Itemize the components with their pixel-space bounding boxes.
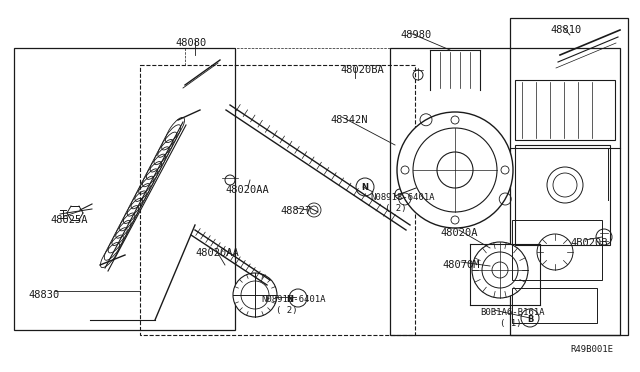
Text: 48020AA: 48020AA [195, 248, 239, 258]
Text: 48020AA: 48020AA [225, 185, 269, 195]
Bar [140, 65, 415, 335]
Bar [390, 48, 620, 335]
Text: N08918-6401A: N08918-6401A [370, 193, 435, 202]
Text: N08918-6401A: N08918-6401A [261, 295, 326, 304]
Bar [510, 18, 628, 335]
Text: R49B001E: R49B001E [570, 345, 613, 354]
Circle shape [233, 273, 277, 317]
Circle shape [472, 242, 528, 298]
Text: 48020BA: 48020BA [340, 65, 384, 75]
Text: 48070M: 48070M [442, 260, 479, 270]
Bar [512, 220, 602, 280]
Text: B: B [527, 314, 533, 324]
Circle shape [397, 112, 513, 228]
Text: 48980: 48980 [400, 30, 431, 40]
Bar [515, 145, 610, 245]
Text: 48020A: 48020A [440, 228, 477, 238]
Bar [512, 288, 597, 323]
Text: 48830: 48830 [28, 290, 60, 300]
Text: ( 1): ( 1) [500, 319, 522, 328]
Text: 48810: 48810 [550, 25, 581, 35]
Bar [14, 48, 235, 330]
Text: 4B020B: 4B020B [570, 238, 607, 248]
Text: B0B1A6-B161A: B0B1A6-B161A [480, 308, 545, 317]
Text: 48342N: 48342N [330, 115, 367, 125]
Text: 48827: 48827 [280, 206, 311, 216]
Text: ( 2): ( 2) [276, 306, 298, 315]
Text: ( 2): ( 2) [385, 204, 406, 213]
Bar [515, 80, 615, 140]
Text: N: N [362, 183, 369, 192]
Text: 48080: 48080 [175, 38, 206, 48]
Text: N: N [287, 295, 294, 304]
Text: 48025A: 48025A [50, 215, 88, 225]
